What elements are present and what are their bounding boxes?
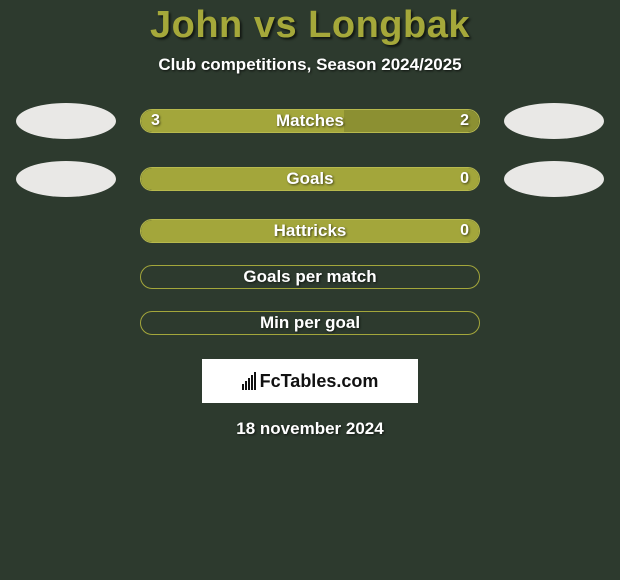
stat-row: 0Goals xyxy=(0,161,620,197)
stat-bar: Min per goal xyxy=(140,311,480,335)
brand-badge[interactable]: FcTables.com xyxy=(202,359,418,403)
stat-row: Goals per match xyxy=(0,265,620,289)
bar-segment-right xyxy=(344,110,479,132)
stat-bar: Goals per match xyxy=(140,265,480,289)
stat-label: Goals per match xyxy=(141,266,479,288)
stat-bar: 0Hattricks xyxy=(140,219,480,243)
stat-bar: 0Goals xyxy=(140,167,480,191)
bar-segment-left xyxy=(141,220,479,242)
player-avatar-right xyxy=(504,103,604,139)
stat-row: 32Matches xyxy=(0,103,620,139)
stat-label: Min per goal xyxy=(141,312,479,334)
bar-segment-left xyxy=(141,168,479,190)
brand-text: FcTables.com xyxy=(260,371,379,392)
stat-row: 0Hattricks xyxy=(0,219,620,243)
bar-segment-left xyxy=(141,110,344,132)
stat-row: Min per goal xyxy=(0,311,620,335)
player-avatar-left xyxy=(16,161,116,197)
page-title: John vs Longbak xyxy=(0,4,620,47)
generated-date: 18 november 2024 xyxy=(0,419,620,439)
player-avatar-left xyxy=(16,103,116,139)
avatar-slot-right xyxy=(502,161,606,197)
comparison-widget: John vs Longbak Club competitions, Seaso… xyxy=(0,0,620,580)
avatar-slot-right xyxy=(502,103,606,139)
subtitle: Club competitions, Season 2024/2025 xyxy=(0,55,620,75)
stat-rows: 32Matches 0Goals 0Hattricks Goals per match… xyxy=(0,103,620,335)
brand-bars-icon xyxy=(242,372,256,390)
player-avatar-right xyxy=(504,161,604,197)
avatar-slot-left xyxy=(14,161,118,197)
stat-bar: 32Matches xyxy=(140,109,480,133)
avatar-slot-left xyxy=(14,103,118,139)
